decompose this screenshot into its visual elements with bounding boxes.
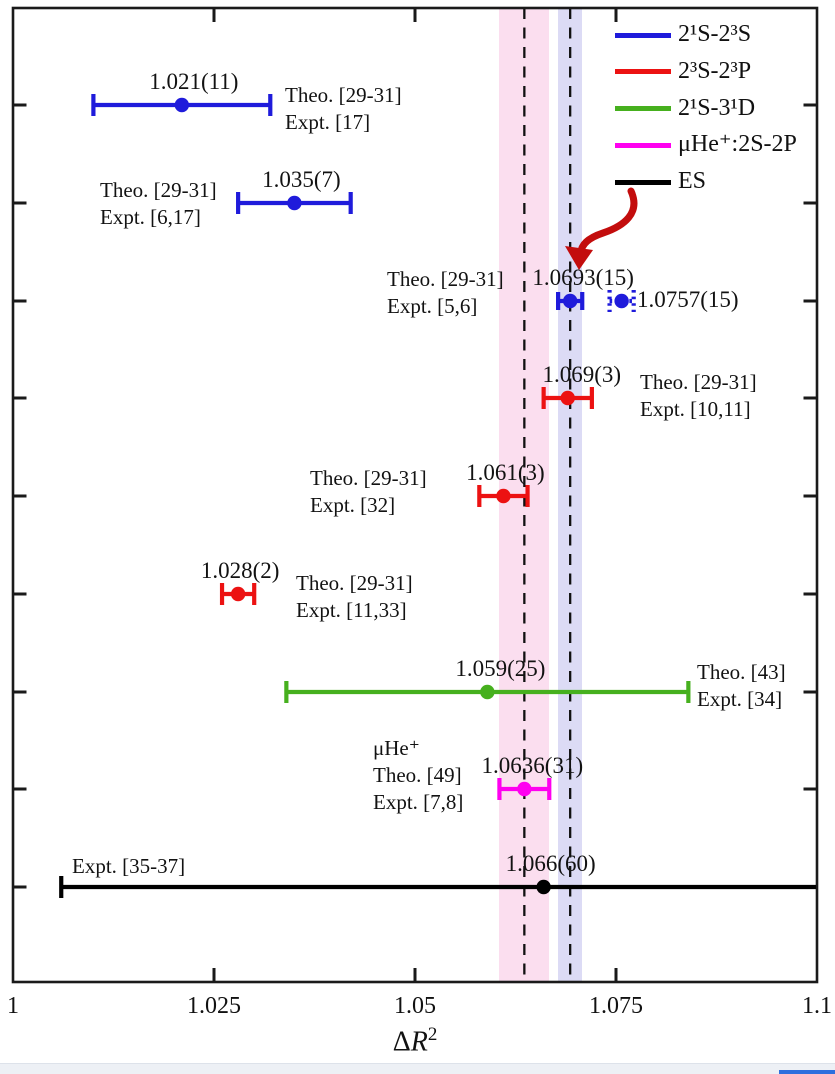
data-point-marker	[496, 488, 511, 504]
x-tick-label: 1.025	[187, 993, 241, 1019]
page-footer-partial-element	[779, 1070, 835, 1074]
reference-citation-label: Expt. [35-37]	[72, 854, 186, 878]
legend-line-swatch	[615, 69, 671, 75]
value-label: 1.0757(15)	[637, 287, 739, 312]
data-point-marker	[174, 97, 190, 113]
reference-citation-label: μHe⁺	[373, 736, 420, 760]
reference-citation-label: Expt. [17]	[285, 110, 371, 134]
reference-citation-label: Expt. [6,17]	[100, 205, 201, 229]
reference-citation-label: Theo. [49]	[373, 763, 462, 787]
xlabel-exponent: 2	[427, 1024, 438, 1045]
value-label: 1.0636(31)	[481, 753, 584, 778]
legend-line-swatch	[615, 179, 671, 185]
reference-citation-label: Theo. [29-31]	[310, 466, 427, 490]
legend-line-swatch	[615, 32, 671, 38]
legend-entry-label: 2¹S-2³S	[678, 21, 752, 47]
reference-citation-label: Theo. [43]	[697, 660, 786, 684]
data-point-marker	[536, 879, 551, 895]
data-point-marker	[480, 684, 495, 700]
reference-citation-label: Expt. [11,33]	[296, 598, 407, 622]
xlabel-delta: Δ	[392, 1026, 411, 1058]
legend-line-swatch	[615, 142, 671, 148]
value-label: 1.061(3)	[466, 460, 545, 485]
annotation-arrow	[577, 187, 638, 259]
legend-entry-label: μHe⁺:2S-2P	[678, 131, 797, 158]
xlabel-variable: R	[410, 1026, 428, 1058]
value-label: 1.0693(15)	[532, 265, 634, 290]
legend-line-swatch	[615, 106, 671, 112]
value-label: 1.028(2)	[200, 558, 280, 583]
reference-citation-label: Expt. [10,11]	[640, 397, 751, 421]
value-label: 1.021(11)	[149, 69, 239, 94]
value-label: 1.069(3)	[542, 362, 622, 387]
x-tick-label: 1.1	[802, 993, 832, 1019]
reference-citation-label: Expt. [34]	[697, 687, 783, 711]
value-label: 1.059(25)	[455, 656, 546, 681]
data-point-marker	[230, 586, 246, 602]
reference-citation-label: Expt. [7,8]	[373, 790, 464, 814]
x-tick-label: 1	[7, 993, 19, 1019]
x-axis-label: ΔR2	[393, 1024, 438, 1058]
page-footer-strip	[0, 1063, 835, 1074]
data-point-marker	[562, 293, 578, 309]
reference-citation-label: Expt. [5,6]	[387, 294, 478, 318]
reference-citation-label: Theo. [29-31]	[387, 267, 504, 291]
reference-citation-label: Theo. [29-31]	[640, 370, 757, 394]
reference-citation-label: Theo. [29-31]	[285, 83, 402, 107]
legend: 2¹S-2³S 2³S-2³P 2¹S-3¹D μHe⁺:2S-2P ES	[600, 21, 835, 204]
value-label: 1.035(7)	[262, 167, 341, 192]
data-point-marker	[517, 781, 532, 797]
value-label: 1.066(60)	[505, 851, 596, 876]
legend-entry-label: ES	[678, 168, 707, 195]
x-tick-label: 1.05	[394, 993, 436, 1019]
reference-citation-label: Expt. [32]	[310, 493, 396, 517]
data-point-marker	[614, 293, 629, 309]
annotation-arrow-head	[565, 246, 593, 270]
x-tick-label: 1.075	[589, 993, 643, 1019]
reference-citation-label: Theo. [29-31]	[296, 571, 413, 595]
data-point-marker	[560, 390, 575, 406]
data-point-marker	[287, 195, 302, 211]
legend-entry-label: 2³S-2³P	[678, 57, 752, 84]
reference-citation-label: Theo. [29-31]	[100, 178, 217, 202]
legend-entry-label: 2¹S-3¹D	[678, 94, 756, 121]
